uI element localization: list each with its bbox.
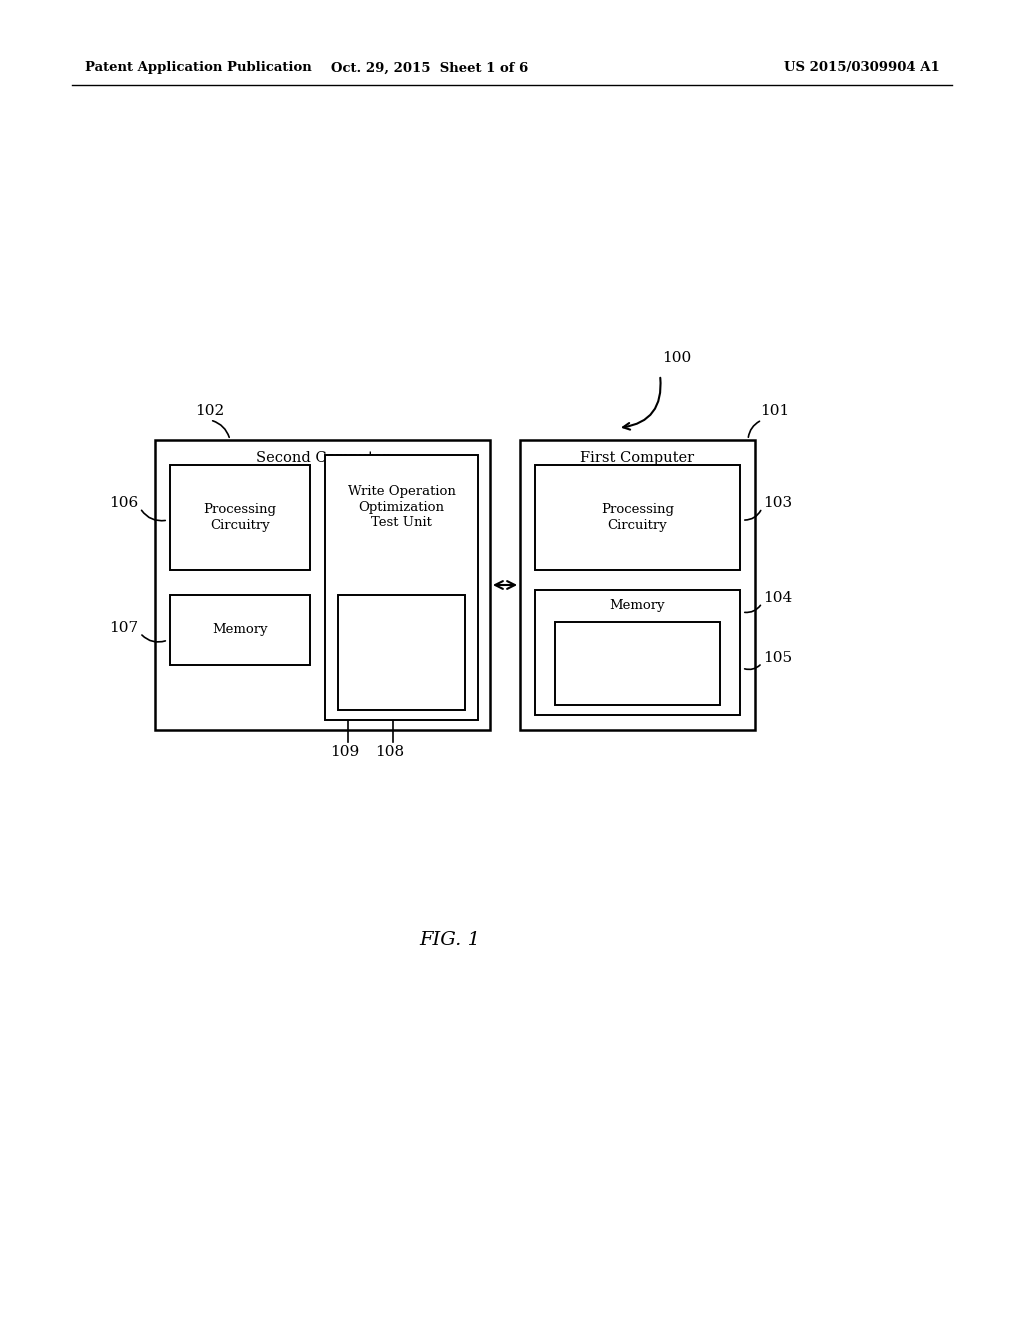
FancyArrowPatch shape xyxy=(213,421,229,437)
Text: Processing
Circuitry: Processing Circuitry xyxy=(601,503,674,532)
Text: Memory
Table: Memory Table xyxy=(609,649,666,677)
Bar xyxy=(555,622,720,705)
FancyArrowPatch shape xyxy=(623,378,660,429)
Text: 105: 105 xyxy=(763,651,793,665)
Bar xyxy=(338,595,465,710)
Bar xyxy=(520,440,755,730)
FancyArrowPatch shape xyxy=(744,511,761,520)
FancyArrowPatch shape xyxy=(744,606,761,612)
Text: 100: 100 xyxy=(662,351,691,366)
FancyArrowPatch shape xyxy=(141,511,165,520)
Text: Second Computer: Second Computer xyxy=(256,451,389,465)
Text: 101: 101 xyxy=(760,404,790,418)
Text: Write Operation
Optimization
Test Unit: Write Operation Optimization Test Unit xyxy=(347,486,456,528)
Text: Processing
Circuitry: Processing Circuitry xyxy=(204,503,276,532)
Text: 107: 107 xyxy=(109,620,138,635)
Text: Memory: Memory xyxy=(609,599,666,612)
Bar xyxy=(535,590,740,715)
Bar xyxy=(535,465,740,570)
Text: FIG. 1: FIG. 1 xyxy=(420,931,480,949)
FancyArrowPatch shape xyxy=(744,665,760,669)
Text: 109: 109 xyxy=(331,744,359,759)
Text: Memory: Memory xyxy=(212,623,268,636)
Text: Oct. 29, 2015  Sheet 1 of 6: Oct. 29, 2015 Sheet 1 of 6 xyxy=(332,62,528,74)
Text: 103: 103 xyxy=(763,496,793,510)
Text: First Computer: First Computer xyxy=(581,451,694,465)
Bar xyxy=(155,440,490,730)
FancyArrowPatch shape xyxy=(142,635,165,642)
Text: 104: 104 xyxy=(763,591,793,605)
Text: US 2015/0309904 A1: US 2015/0309904 A1 xyxy=(784,62,940,74)
Bar xyxy=(325,455,478,719)
Text: Patent Application Publication: Patent Application Publication xyxy=(85,62,311,74)
Text: 108: 108 xyxy=(376,744,404,759)
Text: 106: 106 xyxy=(109,496,138,510)
Bar xyxy=(170,465,310,570)
Text: Optimization
Checking
Table: Optimization Checking Table xyxy=(358,631,444,675)
Text: 102: 102 xyxy=(195,404,224,418)
Bar xyxy=(170,595,310,665)
FancyArrowPatch shape xyxy=(749,421,760,437)
